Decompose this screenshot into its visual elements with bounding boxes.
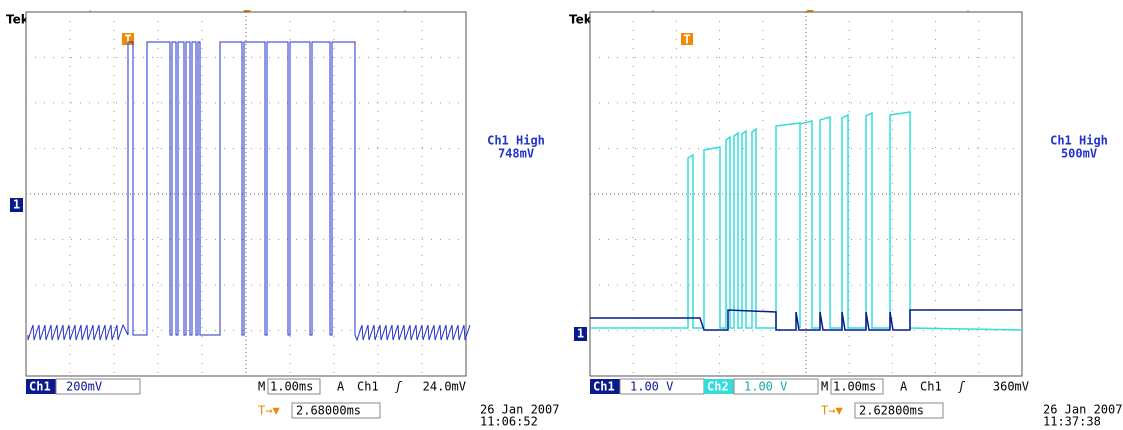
- time: 11:37:38: [1043, 415, 1101, 429]
- ground-marker: 1: [13, 198, 20, 212]
- channel-name: Ch1: [29, 380, 51, 394]
- trigger-mode: A: [900, 380, 908, 394]
- scope-panel: TekStopT1Ch1 High748mVCh1200mVM1.00msACh…: [6, 10, 559, 429]
- position-icon: T→▼: [821, 404, 843, 418]
- timebase-value: 1.00ms: [270, 380, 313, 394]
- trigger-marker: T: [683, 33, 690, 47]
- trigger-source: Ch1: [920, 380, 942, 394]
- readout-title: Ch1 High: [1050, 134, 1108, 148]
- timebase-label: M: [258, 380, 265, 394]
- readout-value: 748mV: [498, 147, 534, 161]
- trigger-mode: A: [337, 380, 345, 394]
- trigger-level: 24.0mV: [423, 380, 466, 394]
- trigger-slope: ʃ: [958, 380, 965, 394]
- trigger-source: Ch1: [357, 380, 379, 394]
- channel-name: Ch2: [707, 380, 729, 394]
- trigger-level: 360mV: [993, 380, 1029, 394]
- position-value: 2.68000ms: [296, 404, 361, 418]
- position-icon: T→▼: [258, 404, 280, 418]
- channel-scale: 1.00 V: [630, 380, 673, 394]
- readout-value: 500mV: [1061, 147, 1097, 161]
- channel-name: Ch1: [593, 380, 615, 394]
- brand: Tek: [569, 13, 593, 27]
- timebase-label: M: [821, 380, 828, 394]
- ground-marker: 1: [577, 327, 584, 341]
- channel-scale: 1.00 V: [744, 380, 787, 394]
- screenshot: TekStopT1Ch1 High748mVCh1200mVM1.00msACh…: [0, 0, 1123, 430]
- trigger-slope: ʃ: [395, 380, 402, 394]
- timebase-value: 1.00ms: [833, 380, 876, 394]
- position-value: 2.62800ms: [859, 404, 924, 418]
- time: 11:06:52: [480, 415, 538, 429]
- channel-scale: 200mV: [66, 380, 102, 394]
- readout-title: Ch1 High: [487, 134, 545, 148]
